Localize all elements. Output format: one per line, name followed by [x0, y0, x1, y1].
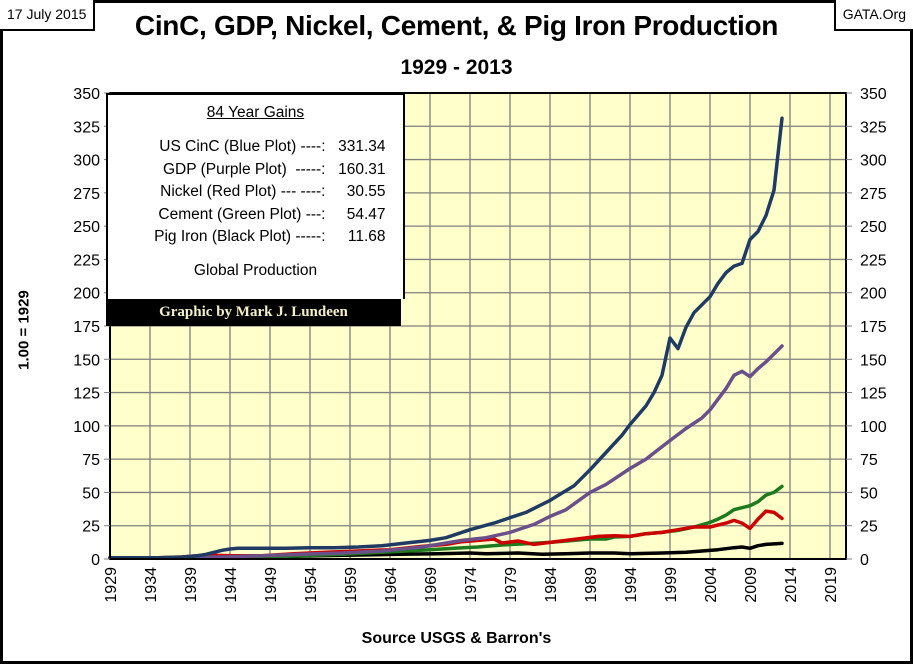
- gains-legend: 84 Year Gains US CinC (Blue Plot) ----: 3…: [106, 93, 405, 299]
- x-tick-label: 1964: [383, 567, 400, 603]
- x-tick-label: 1994: [623, 567, 640, 603]
- x-axis-label: Source USGS & Barron's: [361, 630, 552, 647]
- legend-note: Global Production: [193, 261, 318, 279]
- x-tick-label: 1984: [543, 567, 560, 603]
- x-tick-label: 1929: [103, 567, 120, 603]
- legend-label: Nickel (Red Plot) --- ----:: [160, 183, 326, 200]
- legend-value: 160.31: [338, 160, 386, 178]
- legend-label: US CinC (Blue Plot) ----:: [159, 138, 326, 155]
- legend-label: Pig Iron (Black Plot) -----:: [154, 228, 326, 245]
- legend-row-cement: Cement (Green Plot) ---: 54.47: [108, 204, 403, 227]
- y-tick-label-left: 0: [91, 552, 100, 569]
- legend-row-gdp: GDP (Purple Plot) -----: 160.31: [108, 159, 403, 182]
- series-layer: [108, 116, 784, 561]
- y-tick-label-left: 50: [82, 485, 100, 502]
- legend-row-cinc: US CinC (Blue Plot) ----: 331.34: [108, 136, 403, 159]
- x-tick-label: 2004: [703, 567, 720, 603]
- x-tick-label: 2009: [743, 567, 760, 603]
- legend-row-pig-iron: Pig Iron (Black Plot) -----: 11.68: [108, 226, 403, 249]
- x-tick-label: 1969: [423, 567, 440, 603]
- y-tick-label-right: 300: [860, 153, 887, 170]
- legend-title: 84 Year Gains: [206, 104, 305, 121]
- y-tick-label-right: 225: [860, 252, 887, 269]
- y-tick-label-right: 50: [860, 485, 878, 502]
- y-tick-label-right: 75: [860, 452, 878, 469]
- x-tick-label: 1959: [343, 567, 360, 603]
- credit-banner: Graphic by Mark J. Lundeen: [106, 299, 401, 326]
- y-tick-label-right: 175: [860, 319, 887, 336]
- series-line-us-cinc: [108, 116, 784, 560]
- x-tick-label: 1974: [463, 567, 480, 603]
- y-tick-label-right: 350: [860, 86, 887, 103]
- x-tick-label: 1979: [503, 567, 520, 603]
- y-tick-label-right: 100: [860, 419, 887, 436]
- y-tick-label-right: 0: [860, 552, 869, 569]
- y-tick-label-left: 350: [73, 86, 100, 103]
- x-tick-label: 2014: [783, 567, 800, 603]
- y-tick-label-left: 225: [73, 252, 100, 269]
- y-tick-label-left: 250: [73, 219, 100, 236]
- legend-label: Cement (Green Plot) ---:: [158, 205, 326, 223]
- legend-row-nickel: Nickel (Red Plot) --- ----: 30.55: [108, 181, 403, 204]
- y-tick-label-left: 100: [73, 419, 100, 436]
- chart-subtitle: 1929 - 2013: [400, 56, 513, 79]
- date-label: 17 July 2015: [0, 0, 96, 31]
- x-tick-label: 2019: [823, 567, 840, 603]
- y-tick-label-right: 125: [860, 386, 887, 403]
- y-tick-label-right: 250: [860, 219, 887, 236]
- legend-label: GDP (Purple Plot) -----:: [163, 160, 326, 178]
- legend-value: 11.68: [347, 228, 386, 245]
- y-tick-label-left: 150: [73, 352, 100, 369]
- y-tick-label-left: 175: [73, 319, 100, 336]
- x-tick-label: 1944: [223, 567, 240, 603]
- x-tick-label: 1939: [183, 567, 200, 603]
- site-label: GATA.Org: [833, 0, 913, 31]
- y-tick-label-left: 25: [82, 519, 100, 536]
- y-tick-label-right: 275: [860, 186, 887, 203]
- y-tick-label-left: 75: [82, 452, 100, 469]
- y-axis-label: 1.00 = 1929: [15, 290, 33, 370]
- y-tick-label-left: 325: [73, 119, 100, 136]
- chart-title: CinC, GDP, Nickel, Cement, & Pig Iron Pr…: [134, 10, 779, 41]
- legend-value: 30.55: [346, 183, 386, 200]
- axes: 0 0 25 25 50 50 75 75 100 100 125 125 150 150 175 175 20…: [73, 86, 887, 603]
- x-tick-label: 1934: [143, 567, 160, 603]
- legend-rows: US CinC (Blue Plot) ----: 331.34 GDP (Pur…: [108, 136, 403, 249]
- x-tick-label: 1999: [663, 567, 680, 603]
- legend-value: 54.47: [346, 205, 386, 223]
- x-tick-label: 1949: [263, 567, 280, 603]
- y-tick-label-right: 25: [860, 519, 878, 536]
- y-tick-label-left: 275: [73, 186, 100, 203]
- y-tick-label-left: 200: [73, 286, 100, 303]
- series-line-gdp: [108, 344, 784, 560]
- y-tick-label-right: 200: [860, 286, 887, 303]
- legend-value: 331.34: [338, 138, 386, 155]
- x-tick-label: 1954: [303, 567, 320, 603]
- y-tick-label-left: 125: [73, 386, 100, 403]
- x-tick-label: 1989: [583, 567, 600, 603]
- y-tick-label-right: 150: [860, 352, 887, 369]
- y-tick-label-right: 325: [860, 119, 887, 136]
- y-tick-label-left: 300: [73, 153, 100, 170]
